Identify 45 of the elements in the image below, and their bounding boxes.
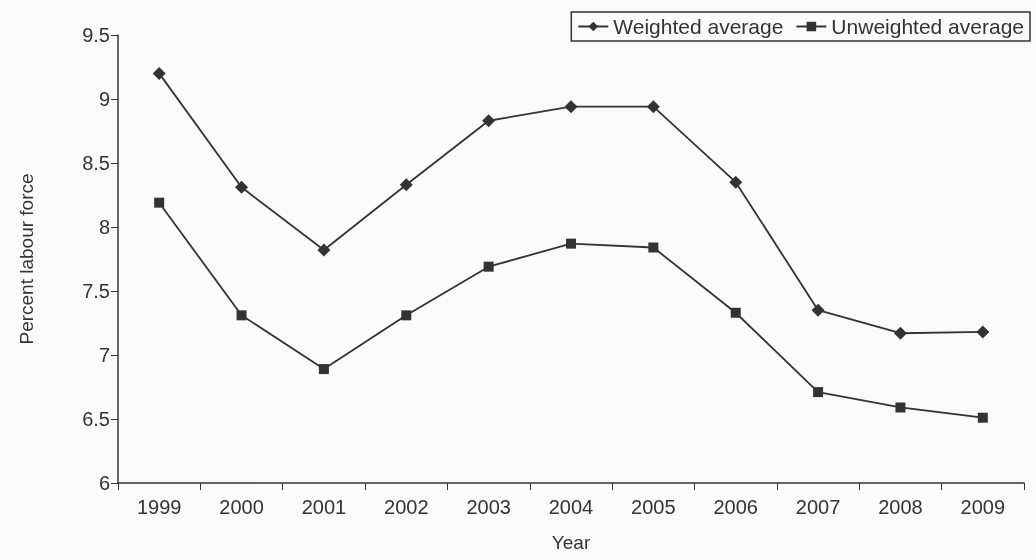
point (893, 326, 907, 340)
x-tick-label: 2004 (548, 496, 594, 518)
point (318, 364, 329, 375)
x-tick-label: 2008 (878, 496, 923, 518)
point (646, 100, 660, 114)
point (483, 261, 494, 272)
x-tick-label: 1999 (136, 496, 182, 518)
y-tick-label: 7 (98, 344, 110, 366)
y-tick-label: 7.5 (82, 280, 110, 302)
point (564, 100, 578, 114)
y-tick-label: 6.5 (82, 408, 110, 430)
x-tick-label: 2001 (301, 496, 347, 518)
point (730, 307, 741, 318)
point (482, 114, 496, 128)
point (895, 402, 906, 413)
point (317, 243, 331, 257)
point (566, 238, 576, 249)
point (152, 66, 166, 80)
x-tick-label: 2000 (219, 496, 264, 518)
x-tick-label: 2007 (795, 496, 841, 518)
point (977, 412, 988, 423)
x-tick-label: 2006 (713, 496, 758, 518)
x-axis-title: Year (551, 532, 591, 553)
point (813, 387, 824, 398)
x-tick-label: 2003 (466, 496, 511, 518)
point (811, 303, 825, 317)
y-axis-title: Percent labour force (16, 173, 37, 345)
y-tick-label: 6 (98, 472, 110, 494)
legend-label: Weighted average (613, 15, 784, 38)
point (154, 197, 165, 208)
point (648, 242, 659, 253)
point (401, 310, 412, 321)
point (729, 175, 743, 189)
y-tick-label: 8 (98, 216, 110, 238)
y-tick-label: 9.5 (82, 24, 110, 46)
point (235, 180, 249, 194)
x-tick-label: 2009 (960, 496, 1006, 518)
y-tick-label: 8.5 (82, 152, 110, 174)
point (236, 310, 247, 321)
x-tick-label: 2005 (631, 496, 676, 518)
point (399, 178, 413, 192)
legend-label: Unweighted average (831, 15, 1025, 38)
x-tick-label: 2002 (384, 496, 429, 518)
point (976, 325, 990, 339)
y-tick-label: 9 (98, 88, 110, 110)
